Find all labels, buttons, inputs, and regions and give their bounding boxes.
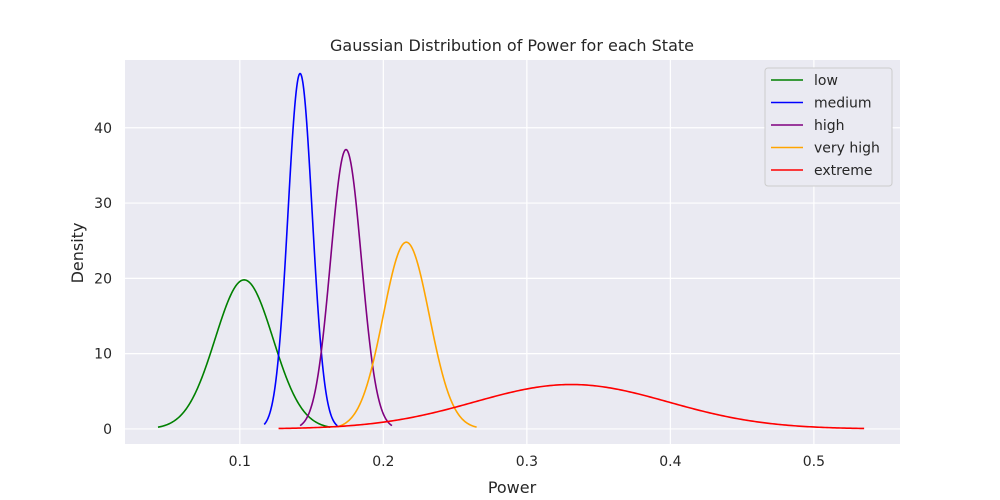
- chart-title: Gaussian Distribution of Power for each …: [330, 36, 694, 55]
- series-line-extreme: [278, 383, 865, 430]
- series-line-low: [157, 279, 331, 428]
- x-axis-label: Power: [488, 478, 537, 497]
- y-tick-label: 20: [94, 271, 112, 287]
- x-tick-label: 0.4: [659, 454, 681, 470]
- legend: low medium high very high extreme: [764, 67, 893, 187]
- legend-label: very high: [814, 141, 880, 157]
- series-line-high: [299, 148, 393, 427]
- y-tick-labels: 0 10 20 30 40: [94, 121, 112, 438]
- legend-label: medium: [814, 96, 872, 112]
- x-tick-label: 0.2: [372, 454, 394, 470]
- x-tick-label: 0.5: [803, 454, 825, 470]
- y-tick-label: 30: [94, 196, 112, 212]
- series-line-medium: [263, 72, 338, 427]
- legend-label: low: [814, 73, 838, 89]
- y-axis-label: Density: [68, 223, 87, 284]
- legend-label: high: [814, 118, 845, 134]
- y-tick-label: 40: [94, 121, 112, 137]
- legend-box: [764, 67, 893, 187]
- series-line-very-high: [337, 241, 477, 428]
- y-tick-label: 10: [94, 347, 112, 363]
- x-tick-labels: 0.1 0.2 0.3 0.4 0.5: [229, 454, 825, 470]
- series-lines: [157, 72, 865, 430]
- legend-label: extreme: [814, 163, 872, 179]
- x-tick-label: 0.3: [516, 454, 538, 470]
- y-tick-label: 0: [103, 422, 112, 438]
- x-tick-label: 0.1: [229, 454, 251, 470]
